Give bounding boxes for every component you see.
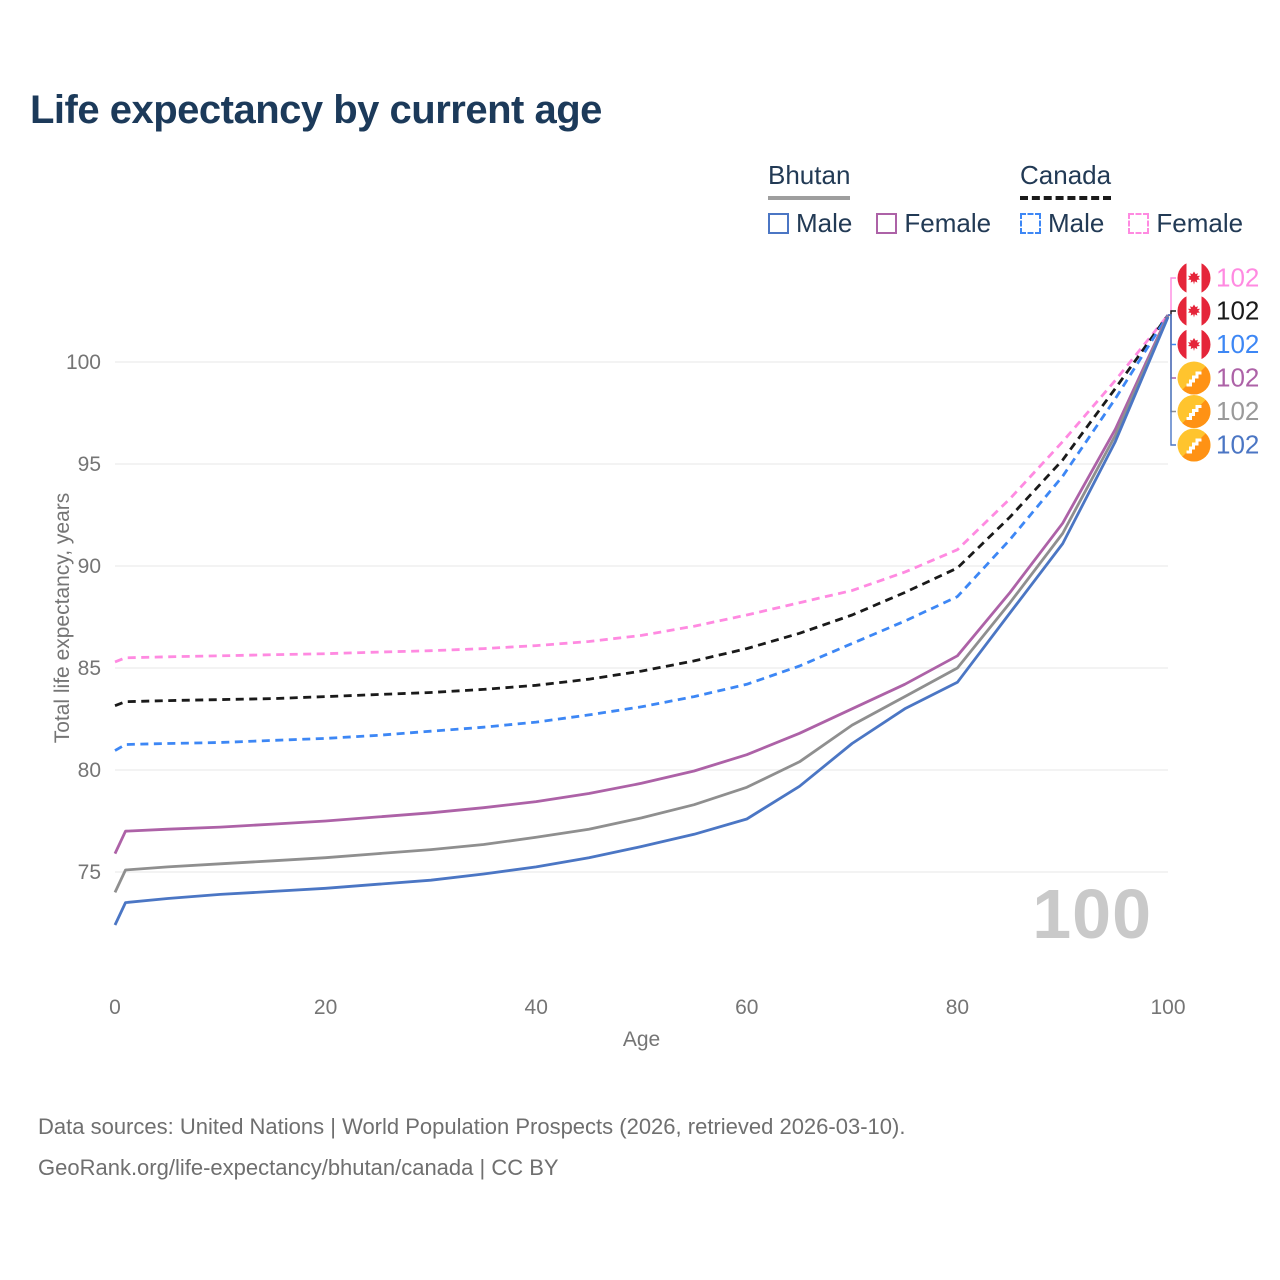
x-tick-label-40: 40 [525, 996, 548, 1019]
legend-item-label: Female [1156, 208, 1244, 238]
legend-group-bhutan: Bhutan Male Female [768, 160, 991, 239]
y-tick-label-75: 75 [78, 861, 101, 884]
series-line-canada-both-sexes-[interactable] [114, 314, 1170, 708]
bhutan-flag-icon [1177, 395, 1211, 428]
canada-flag-icon [1177, 294, 1211, 328]
legend-item-bhutan-male[interactable]: Male [768, 208, 852, 239]
legend-item-bhutan-female[interactable]: Female [876, 208, 991, 239]
y-tick-label-85: 85 [78, 657, 101, 680]
series-line-bhutan-female[interactable] [113, 314, 1170, 855]
y-tick-label-95: 95 [78, 453, 101, 476]
footer-sources-line: Data sources: United Nations | World Pop… [38, 1114, 906, 1139]
y-axis-title: Total life expectancy, years [51, 492, 74, 744]
legend-country-canada: Canada [1020, 160, 1112, 200]
end-value-label-6: 102 [1216, 430, 1259, 460]
x-axis-title: Age [622, 1028, 661, 1051]
series-line-canada-male[interactable] [114, 314, 1170, 752]
y-tick-label-100: 100 [66, 351, 101, 374]
series-line-canada-female[interactable] [114, 314, 1170, 664]
legend-item-label: Male [1048, 208, 1105, 238]
page-title: Life expectancy by current age [30, 88, 602, 132]
x-tick-label-100: 100 [1150, 996, 1185, 1019]
bhutan-flag-icon [1177, 361, 1211, 395]
end-value-label-5: 102 [1216, 396, 1259, 426]
bhutan-male-swatch-icon [768, 213, 789, 234]
x-tick-label-0: 0 [109, 996, 121, 1019]
legend-group-canada: Canada Male Female [1020, 160, 1243, 239]
x-tick-label-80: 80 [946, 996, 969, 1019]
end-value-label-2: 102 [1216, 296, 1259, 326]
bhutan-flag-icon [1177, 428, 1211, 462]
legend-country-bhutan: Bhutan [768, 160, 851, 200]
end-label-leader-line [1168, 314, 1176, 346]
y-tick-label-90: 90 [78, 555, 101, 578]
canada-female-swatch-icon [1128, 213, 1150, 234]
y-tick-label-80: 80 [78, 759, 101, 782]
footer-attribution-line: GeoRank.org/life-expectancy/bhutan/canad… [38, 1155, 559, 1180]
x-tick-label-20: 20 [314, 996, 337, 1019]
canada-male-swatch-icon [1020, 213, 1041, 234]
canada-flag-icon [1177, 328, 1211, 361]
legend-item-canada-female[interactable]: Female [1128, 208, 1243, 239]
legend-item-label: Female [904, 208, 992, 238]
end-label-leader-line [1168, 314, 1176, 446]
end-value-label-3: 102 [1216, 329, 1259, 359]
end-label-leader-line [1168, 314, 1176, 413]
x-tick-label-60: 60 [735, 996, 758, 1019]
legend-item-label: Male [796, 208, 853, 238]
canada-flag-icon [1177, 261, 1211, 295]
series-line-bhutan-both-sexes-[interactable] [113, 315, 1170, 893]
end-label-leader-line [1168, 314, 1176, 379]
end-value-label-1: 102 [1216, 263, 1259, 293]
bhutan-female-swatch-icon [876, 213, 898, 234]
end-label-leader-line [1168, 277, 1176, 316]
end-value-label-4: 102 [1216, 363, 1259, 393]
age-watermark: 100 [1032, 875, 1152, 953]
legend-item-canada-male[interactable]: Male [1020, 208, 1104, 239]
series-line-bhutan-male[interactable] [113, 316, 1170, 926]
footer: Data sources: United Nations | World Pop… [38, 1106, 905, 1188]
